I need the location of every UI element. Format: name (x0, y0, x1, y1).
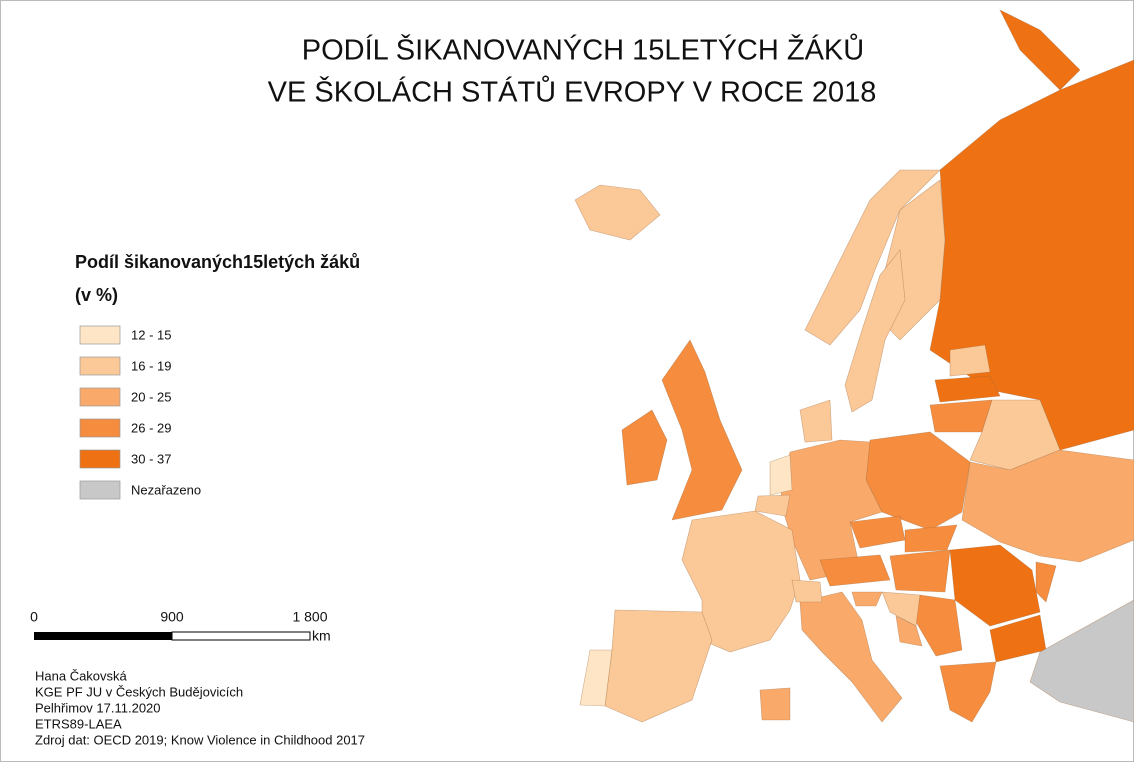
region (895, 615, 923, 647)
credit-line: Pelhřimov 17.11.2020 (35, 700, 161, 715)
legend-swatch (79, 356, 121, 376)
credit-line: Zdroj dat: OECD 2019; Know Violence in C… (35, 732, 365, 747)
region (799, 399, 833, 443)
credit-line: Hana Čakovská (35, 668, 128, 683)
region (621, 409, 668, 486)
scale-label: 1 800 (292, 609, 327, 625)
region (961, 449, 1134, 563)
legend-swatch (79, 480, 121, 500)
map (574, 9, 1134, 723)
legend-label: 30 - 37 (131, 451, 171, 466)
region (804, 169, 941, 346)
region (791, 579, 823, 603)
scale-label: 900 (160, 609, 184, 625)
scale-label: 0 (30, 609, 38, 625)
region (851, 591, 883, 607)
legend-title: (v %) (75, 285, 118, 305)
region (819, 554, 891, 587)
region (661, 339, 743, 521)
legend-label: 16 - 19 (131, 358, 171, 373)
region (1035, 561, 1057, 603)
scale-bar: 0 900 1 800 km (30, 609, 331, 644)
legend-label: 12 - 15 (131, 327, 171, 342)
region (844, 249, 906, 413)
region (934, 375, 1001, 403)
credit-line: KGE PF JU v Českých Budějovicích (35, 684, 243, 699)
title-line: PODÍL ŠIKANOVANÝCH 15LETÝCH ŽÁKŮ (302, 33, 864, 67)
region (939, 661, 997, 723)
credit-line: ETRS89-LAEA (35, 716, 122, 731)
legend-title: Podíl šikanovaných15letých žáků (75, 252, 360, 272)
region (999, 9, 1081, 91)
region (759, 687, 791, 721)
legend: 12 - 15 16 - 19 20 - 25 26 - 29 30 - 37 Nezař… (79, 325, 201, 500)
legend-swatch (79, 325, 121, 345)
scale-segment (171, 631, 311, 641)
legend-swatch (79, 449, 121, 469)
legend-label: Nezařazeno (131, 482, 201, 497)
region (929, 399, 993, 433)
region (1029, 599, 1134, 723)
region (754, 494, 791, 517)
scale-unit: km (312, 628, 331, 644)
region (889, 549, 951, 593)
region (681, 510, 801, 653)
legend-swatch (79, 387, 121, 407)
legend-label: 20 - 25 (131, 389, 171, 404)
legend-label: 26 - 29 (131, 420, 171, 435)
scale-segment (34, 632, 172, 640)
region (799, 591, 903, 723)
region (769, 454, 793, 496)
region (949, 344, 991, 377)
title-line: VE ŠKOLÁCH STÁTŮ EVROPY V ROCE 2018 (268, 75, 877, 109)
legend-swatch (79, 418, 121, 438)
region (579, 649, 613, 707)
region (574, 184, 661, 241)
